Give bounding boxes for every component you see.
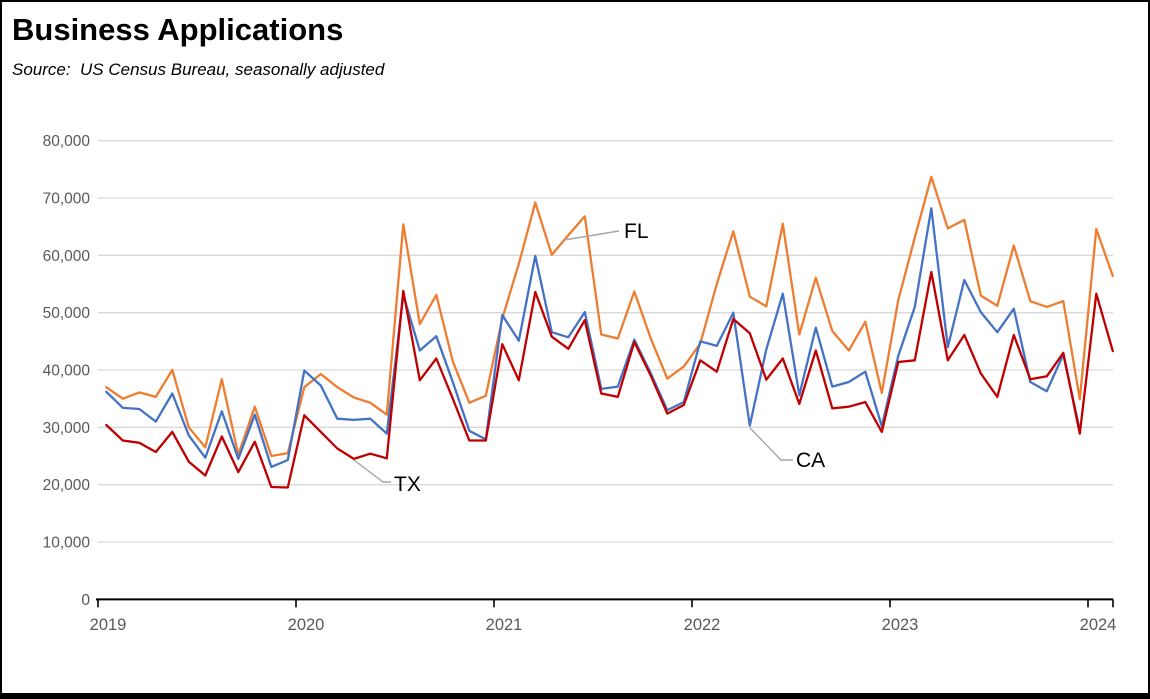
series-line-TX (105, 270, 1114, 489)
series-label-TX: TX (394, 473, 421, 496)
annotation-leader-CA (749, 427, 793, 461)
series-line-CA (105, 207, 1081, 469)
x-tick-label: 2019 (90, 616, 127, 634)
y-tick-label: 60,000 (43, 248, 91, 265)
y-tick-label: 0 (81, 592, 90, 609)
chart-source-note: Source: US Census Bureau, seasonally adj… (12, 60, 385, 79)
annotation-leader-TX (353, 459, 391, 483)
series-line-FL (105, 175, 1114, 458)
series-label-CA: CA (796, 449, 825, 472)
chart-title: Business Applications (12, 12, 344, 47)
y-tick-label: 30,000 (43, 420, 91, 437)
y-tick-label: 10,000 (43, 534, 91, 551)
x-tick-label: 2024 (1080, 616, 1117, 634)
x-tick-label: 2023 (882, 616, 919, 634)
y-tick-label: 50,000 (43, 305, 91, 322)
y-tick-label: 40,000 (43, 362, 91, 379)
y-tick-label: 20,000 (43, 477, 91, 494)
annotation-leader-FL (563, 230, 620, 241)
series-label-FL: FL (624, 220, 649, 243)
x-tick-label: 2020 (288, 616, 325, 634)
x-tick-label: 2022 (684, 616, 721, 634)
y-tick-label: 70,000 (43, 190, 91, 207)
y-tick-label: 80,000 (43, 133, 91, 150)
x-tick-label: 2021 (486, 616, 523, 634)
